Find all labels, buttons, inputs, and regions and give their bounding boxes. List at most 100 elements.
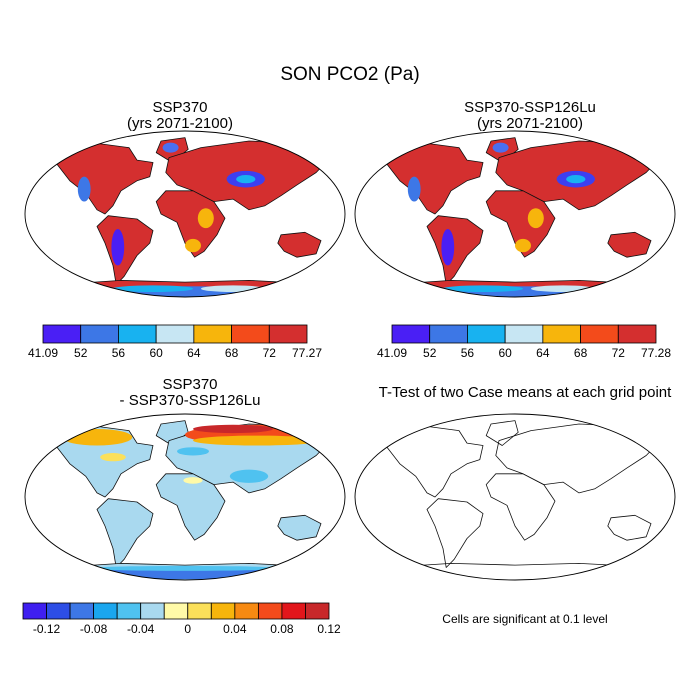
map-panel-bl (24, 413, 346, 581)
antarctic-coast-region (89, 565, 281, 571)
colorbar-tick-label: 60 (498, 346, 512, 360)
colorbar-tick-label: -0.12 (33, 622, 61, 636)
canada-high-region (61, 428, 133, 446)
continent-australia (607, 231, 652, 258)
colorbar-tick-label: 56 (112, 346, 126, 360)
antarctic-coast-region (443, 285, 523, 293)
arctic-peak-region (193, 424, 273, 434)
map-border (354, 413, 676, 581)
colorbar: -0.12 -0.08 -0.04 0 0.04 0.08 0.12 (22, 602, 341, 636)
colorbar-tick-label: -0.04 (127, 622, 155, 636)
south-africa-region (185, 238, 201, 253)
andes-low-region (441, 228, 455, 266)
continent-northAmerica (386, 142, 484, 215)
colorbar-tick-label: 0.12 (317, 622, 341, 636)
colorbar-swatch (140, 602, 165, 620)
panel-title-line1: SSP370-SSP126Lu (464, 99, 596, 116)
colorbar-swatch (234, 602, 259, 620)
panel-title-line2: (yrs 2071-2100) (477, 115, 583, 132)
land-layer (56, 420, 333, 580)
panel-title-line2: - SSP370-SSP126Lu (119, 392, 261, 409)
colorbar-swatch (69, 602, 95, 620)
colorbar-tick-label: 60 (149, 346, 163, 360)
colorbar-tick-label: 68 (574, 346, 588, 360)
continent-northAmerica (386, 425, 484, 498)
colorbar-swatch (281, 602, 306, 620)
colorbar-swatch (42, 324, 82, 344)
colorbar-swatch (163, 602, 189, 620)
colorbar-swatch (80, 324, 119, 344)
greenland-low-region (492, 142, 509, 153)
continent-greenland (485, 420, 519, 446)
continent-northAmerica (56, 142, 154, 215)
colorbar-tick-label: 64 (536, 346, 550, 360)
colorbar-tick-label: 0.04 (223, 622, 247, 636)
rockies-low-region (77, 176, 91, 202)
colorbar-swatch (257, 602, 283, 620)
colorbar-swatch (391, 324, 431, 344)
colorbar-tick-label: 41.09 (28, 346, 58, 360)
colorbar-swatch (305, 602, 330, 620)
colorbar-swatch (118, 324, 157, 344)
colorbar-swatch (210, 602, 236, 620)
colorbar-tick-label: 56 (461, 346, 475, 360)
colorbar-swatch (22, 602, 47, 620)
colorbar-swatch (187, 602, 212, 620)
antarctic-coast-region (113, 285, 193, 293)
colorbar-tick-label: 52 (74, 346, 88, 360)
panel-title-line2: (yrs 2071-2100) (127, 115, 233, 132)
continent-australia (277, 514, 322, 541)
greenland-low-region (162, 142, 179, 153)
continent-eurasia (495, 423, 663, 494)
figure-title: SON PCO2 (Pa) (280, 64, 420, 85)
continent-australia (277, 231, 322, 258)
colorbar-tick-label: 68 (225, 346, 239, 360)
land-layer (56, 137, 333, 297)
europe-low-region (177, 447, 209, 456)
continent-australia (607, 514, 652, 541)
colorbar-swatch (193, 324, 232, 344)
colorbar-swatch (580, 324, 619, 344)
colorbar: 41.09 52 56 60 64 68 72 77.27 (28, 324, 322, 360)
colorbar: 41.09 52 56 60 64 68 72 77.28 (377, 324, 671, 360)
east-africa-region (527, 208, 544, 229)
colorbar-swatch (155, 324, 195, 344)
map-panel-tr (354, 130, 676, 298)
map-border (24, 130, 346, 298)
colorbar-tick-label: 0.08 (270, 622, 294, 636)
colorbar-tick-label: 0 (184, 622, 191, 636)
colorbar-tick-label: -0.08 (80, 622, 108, 636)
land-layer (386, 420, 663, 580)
continent-southAmerica (426, 215, 484, 286)
panel-title-ssp370: SSP370 (yrs 2071-2100) (90, 100, 270, 132)
continent-southAmerica (426, 498, 484, 568)
map-panel-tl (24, 130, 346, 298)
continent-southAmerica (96, 215, 154, 286)
us-east-region (100, 453, 126, 462)
continent-africa (155, 473, 226, 541)
continent-africa (485, 190, 556, 258)
panel-title-line1: SSP370 (162, 376, 218, 393)
colorbar-tick-label: 77.28 (641, 346, 671, 360)
colorbar-swatch (268, 324, 308, 344)
colorbar-swatch (429, 324, 468, 344)
tibet-core-region (566, 174, 586, 184)
continent-africa (155, 190, 226, 258)
colorbar-swatch (93, 602, 118, 620)
map-border (24, 413, 346, 581)
colorbar-swatch (542, 324, 581, 344)
tibet-core-region (236, 174, 256, 184)
colorbar-swatch (46, 602, 71, 620)
map-panel-br (354, 413, 676, 581)
colorbar-swatch (116, 602, 142, 620)
colorbar-tick-label: 72 (263, 346, 277, 360)
east-africa-region (197, 208, 214, 229)
ttest-footnote: Cells are significant at 0.1 level (442, 612, 608, 626)
colorbar-swatch (504, 324, 544, 344)
colorbar-tick-label: 64 (187, 346, 201, 360)
andes-low-region (111, 228, 125, 266)
continent-africa (485, 473, 556, 541)
siberia-edge-region (193, 435, 321, 446)
colorbar-tick-label: 41.09 (377, 346, 407, 360)
